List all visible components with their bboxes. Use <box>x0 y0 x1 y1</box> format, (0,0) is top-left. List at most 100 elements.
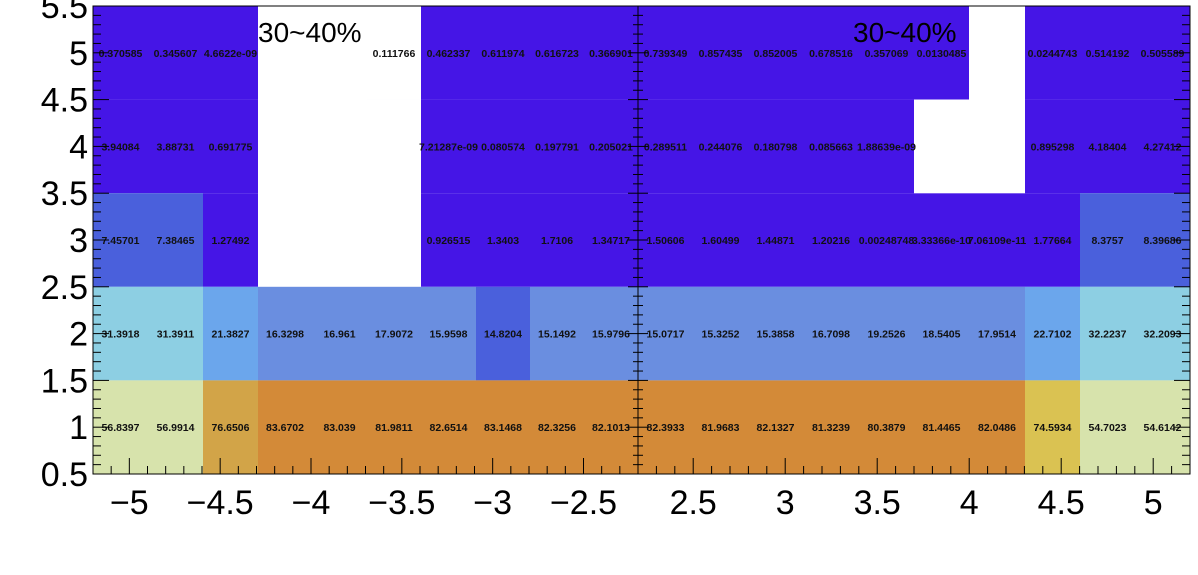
x-tick-label: 3.5 <box>854 484 901 522</box>
cell-value-label: 4.27412 <box>1144 141 1182 153</box>
heatmap-cell <box>312 99 367 194</box>
heatmap-cell <box>421 6 476 100</box>
heatmap-cell <box>859 193 914 287</box>
heatmap-cell <box>148 193 203 287</box>
cell-value-label: 82.3256 <box>538 422 576 434</box>
cell-value-label: 15.1492 <box>538 329 576 341</box>
cell-value-label: 7.06109e-11 <box>968 235 1027 247</box>
heatmap-cell <box>421 193 476 287</box>
cell-value-label: 7.21287e-09 <box>419 141 478 153</box>
cell-value-label: 16.7098 <box>812 329 850 341</box>
heatmap-cell <box>748 380 803 474</box>
heatmap-cell <box>1080 193 1135 287</box>
cell-value-label: 1.60499 <box>702 235 740 247</box>
heatmap-cell <box>803 380 859 474</box>
heatmap-cell <box>859 380 914 474</box>
heatmap-cell <box>530 99 584 194</box>
x-tick-label: 4 <box>960 484 979 522</box>
heatmap-cell <box>421 286 476 381</box>
heatmap-cell <box>476 286 530 381</box>
heatmap-cell <box>203 193 258 287</box>
y-axis: 0.5 1 1.5 2 2.5 3 3.5 4 4.5 5 5.5 <box>41 0 1190 494</box>
heatmap-cell <box>476 99 530 194</box>
cell-value-label: 83.6702 <box>266 422 304 434</box>
right-heatmap-panel: 0.739349 0.857435 0.852005 0.678516 0.357069… <box>637 5 1191 522</box>
heatmap-cell <box>258 99 312 194</box>
y-tick-label: 3.5 <box>41 175 88 213</box>
x-tick-label: −3.5 <box>368 484 435 522</box>
cell-value-label: 16.961 <box>323 329 355 341</box>
heatmap-cell <box>312 6 367 100</box>
cell-value-label: 82.1327 <box>757 422 795 434</box>
cell-value-label: 14.8204 <box>484 329 522 341</box>
cell-value-label: 18.5405 <box>923 329 961 341</box>
x-tick-label: −5 <box>110 484 149 522</box>
heatmap-cell <box>203 380 258 474</box>
heatmap-cell <box>969 286 1025 381</box>
heatmap-cell <box>693 286 748 381</box>
panel-title: 30~40% <box>853 17 957 48</box>
cell-value-label: 7.45701 <box>102 235 140 247</box>
cell-value-label: 17.9514 <box>978 329 1016 341</box>
y-tick-label: 1.5 <box>41 362 88 400</box>
cell-value-label: 4.6622e-09 <box>204 48 257 60</box>
heatmap-cell <box>367 193 421 287</box>
cell-value-label: 3.33366e-10 <box>912 235 971 247</box>
y-tick-label: 2 <box>69 316 88 354</box>
heatmap-cell <box>693 99 748 194</box>
panel-title: 30~40% <box>258 17 362 48</box>
cell-value-label: 0.244076 <box>699 141 743 153</box>
y-tick-label: 4 <box>69 128 88 166</box>
cell-value-label: 56.9914 <box>157 422 195 434</box>
cell-value-label: 1.44871 <box>757 235 795 247</box>
heatmap-cell <box>1025 286 1080 381</box>
cell-value-label: 0.514192 <box>1086 48 1130 60</box>
heatmap-cell <box>1080 6 1135 100</box>
cell-value-label: 31.3911 <box>157 329 195 341</box>
cell-value-label: 81.4465 <box>923 422 961 434</box>
y-tick-label: 1 <box>69 409 88 447</box>
heatmap-cell <box>969 380 1025 474</box>
cell-value-label: 19.2526 <box>868 329 906 341</box>
cell-value-label: 0.0130485 <box>917 48 967 60</box>
heatmap-cell <box>312 193 367 287</box>
y-tick-label: 2.5 <box>41 269 88 307</box>
heatmap-cell <box>1025 193 1080 287</box>
heatmap-cell <box>859 99 914 194</box>
cell-value-label: 80.3879 <box>868 422 906 434</box>
cell-value-label: 15.3858 <box>757 329 795 341</box>
cell-value-label: 21.3827 <box>212 329 250 341</box>
heatmap-cell <box>148 286 203 381</box>
cell-value-label: 0.357069 <box>865 48 909 60</box>
cell-value-label: 0.0244743 <box>1028 48 1078 60</box>
cell-value-label: 1.3403 <box>487 235 519 247</box>
heatmap-empty-cell <box>367 99 421 147</box>
heatmap-cell <box>693 193 748 287</box>
cell-value-label: 1.77664 <box>1034 235 1072 247</box>
heatmap-cell <box>367 286 421 381</box>
cell-value-label: 82.3933 <box>647 422 685 434</box>
x-tick-label: 5 <box>1144 484 1163 522</box>
heatmap-empty-cell <box>914 99 1025 194</box>
cell-value-label: 54.6142 <box>1144 422 1182 434</box>
x-tick-label: −4 <box>292 484 331 522</box>
heatmap-cell <box>530 193 584 287</box>
heatmap-cell <box>258 6 312 100</box>
heatmap-cell <box>859 6 914 100</box>
heatmap-cell <box>803 193 859 287</box>
heatmap-cell <box>914 286 969 381</box>
heatmap-cell <box>969 193 1025 287</box>
x-tick-label: 4.5 <box>1038 484 1085 522</box>
heatmap-cell <box>859 286 914 381</box>
x-tick-label: −2.5 <box>550 484 617 522</box>
x-tick-label: 2.5 <box>670 484 717 522</box>
heatmap-cell <box>148 99 203 194</box>
cell-value-label: 82.6514 <box>430 422 468 434</box>
cell-value-label: 82.1013 <box>592 422 630 434</box>
cell-value-label: 0.345607 <box>154 48 198 60</box>
cell-value-label: 15.9796 <box>592 329 630 341</box>
cell-value-label: 0.857435 <box>699 48 743 60</box>
heatmap-cell <box>530 380 584 474</box>
cell-value-label: 0.085663 <box>809 141 853 153</box>
